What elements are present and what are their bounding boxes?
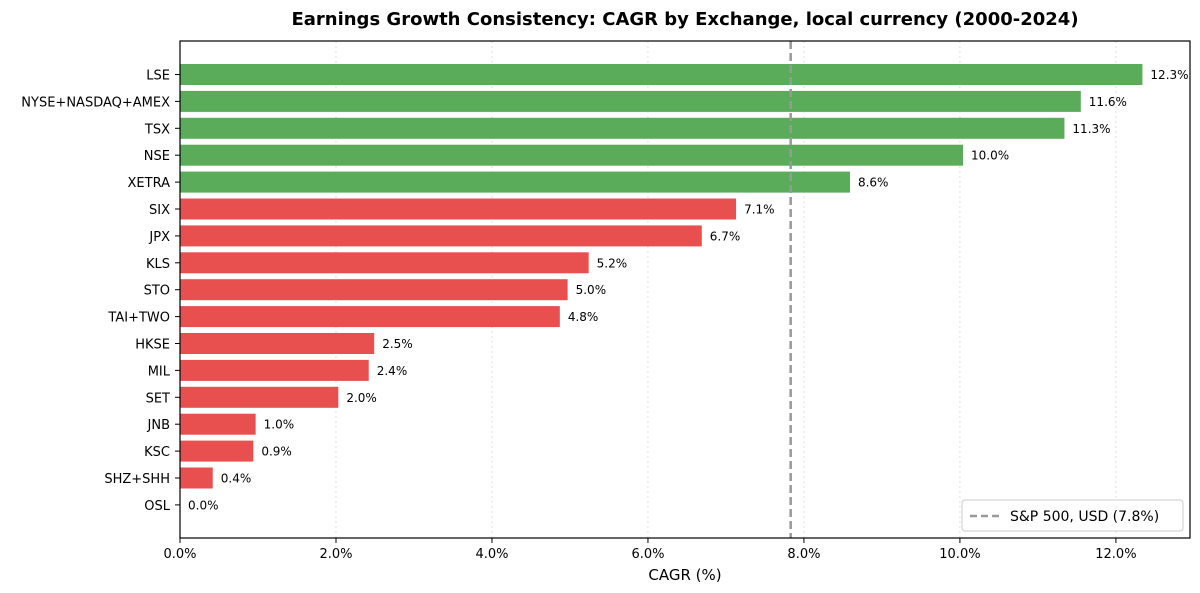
legend: S&P 500, USD (7.8%) bbox=[961, 499, 1184, 532]
bar-kls bbox=[180, 252, 589, 274]
y-tick-label: TSX bbox=[144, 122, 170, 137]
value-label: 10.0% bbox=[971, 149, 1009, 163]
bar-sto bbox=[180, 279, 568, 301]
value-label: 0.9% bbox=[261, 445, 292, 459]
value-label: 8.6% bbox=[858, 176, 889, 190]
y-tick-label: NYSE+NASDAQ+AMEX bbox=[21, 95, 170, 110]
y-tick-label: HKSE bbox=[135, 338, 170, 353]
y-tick-label: JNB bbox=[147, 418, 170, 433]
bars: 12.3% 11.6% 11.3% 10.0% 8.6% 7.1%6.7% 5.2% 5.0%… bbox=[180, 64, 1189, 512]
x-tick-label: 8.0% bbox=[787, 547, 820, 562]
x-axis-label: CAGR (%) bbox=[648, 566, 721, 584]
y-tick-label: KSC bbox=[144, 445, 170, 460]
bar-nyse-nasdaq-amex bbox=[180, 90, 1081, 112]
value-label: 2.0% bbox=[346, 391, 377, 405]
y-tick-label: SHZ+SHH bbox=[104, 472, 170, 487]
y-tick-label: NSE bbox=[144, 149, 170, 164]
legend-label: S&P 500, USD (7.8%) bbox=[1010, 509, 1159, 525]
bar-set bbox=[180, 386, 339, 408]
chart-title: Earnings Growth Consistency: CAGR by Exc… bbox=[291, 9, 1078, 30]
value-label: 0.0% bbox=[188, 498, 219, 512]
y-tick-label: SET bbox=[146, 391, 170, 406]
bar-xetra bbox=[180, 171, 850, 193]
value-label: 6.7% bbox=[710, 229, 741, 243]
bar-shz-shh bbox=[180, 467, 213, 489]
y-tick-label: JPX bbox=[148, 230, 170, 245]
value-label: 12.3% bbox=[1150, 68, 1188, 82]
bar-six bbox=[180, 198, 737, 220]
y-tick-label: SIX bbox=[149, 203, 170, 218]
value-label: 7.1% bbox=[744, 203, 775, 217]
value-label: 5.2% bbox=[597, 256, 628, 270]
y-tick-label: XETRA bbox=[128, 176, 171, 191]
legend-box bbox=[961, 499, 1184, 532]
value-label: 4.8% bbox=[568, 310, 599, 324]
y-tick-label: LSE bbox=[146, 69, 170, 84]
value-label: 0.4% bbox=[221, 472, 252, 486]
value-label: 11.6% bbox=[1089, 95, 1127, 109]
value-label: 5.0% bbox=[576, 283, 607, 297]
x-tick-label: 0.0% bbox=[163, 547, 196, 562]
value-label: 1.0% bbox=[264, 418, 295, 432]
x-tick-label: 6.0% bbox=[631, 547, 664, 562]
value-label: 11.3% bbox=[1072, 122, 1110, 136]
y-axis: LSE NYSE+NASDAQ+AMEX TSX NSE XETRA SIX JPX KLS S… bbox=[21, 69, 180, 514]
bar-nse bbox=[180, 144, 964, 166]
y-tick-label: MIL bbox=[148, 364, 171, 379]
value-label: 2.4% bbox=[377, 364, 408, 378]
x-tick-label: 10.0% bbox=[939, 547, 980, 562]
x-tick-label: 12.0% bbox=[1095, 547, 1136, 562]
y-tick-label: STO bbox=[144, 284, 170, 299]
value-label: 2.5% bbox=[382, 337, 413, 351]
x-tick-label: 4.0% bbox=[475, 547, 508, 562]
bar-mil bbox=[180, 359, 369, 381]
bar-hkse bbox=[180, 333, 375, 354]
x-tick-label: 2.0% bbox=[319, 547, 352, 562]
y-tick-label: KLS bbox=[146, 257, 170, 272]
bar-tai-two bbox=[180, 306, 560, 328]
bar-jnb bbox=[180, 413, 256, 435]
x-axis: 0.0% 2.0% 4.0% 6.0% 8.0% 10.0% 12.0% bbox=[163, 538, 1137, 562]
y-tick-label: TAI+TWO bbox=[107, 311, 170, 326]
bar-ksc bbox=[180, 440, 254, 462]
bar-lse bbox=[180, 64, 1143, 85]
bar-jpx bbox=[180, 225, 702, 247]
bar-tsx bbox=[180, 117, 1065, 139]
y-tick-label: OSL bbox=[144, 499, 170, 514]
